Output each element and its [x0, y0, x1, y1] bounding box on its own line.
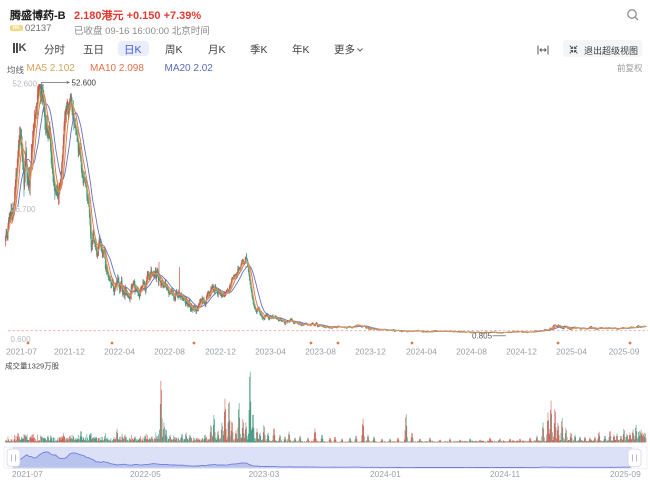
svg-text:2021-12: 2021-12: [54, 347, 85, 357]
svg-text:2021-07: 2021-07: [12, 469, 43, 479]
svg-text:2023-03: 2023-03: [249, 469, 280, 479]
svg-text:52.600: 52.600: [72, 78, 97, 87]
svg-text:成交量1329万股: 成交量1329万股: [5, 361, 60, 371]
svg-text:2024-08: 2024-08: [456, 347, 487, 357]
svg-text:2025-04: 2025-04: [556, 347, 587, 357]
svg-text:2024-01: 2024-01: [370, 469, 401, 479]
svg-text:2023-08: 2023-08: [305, 347, 336, 357]
svg-text:2023-12: 2023-12: [355, 347, 386, 357]
svg-text:2023-04: 2023-04: [255, 347, 286, 357]
svg-text:0.805: 0.805: [472, 332, 493, 341]
svg-text:2024-04: 2024-04: [406, 347, 437, 357]
svg-text:26.700: 26.700: [11, 205, 36, 214]
svg-text:2022-08: 2022-08: [154, 347, 185, 357]
svg-text:2021-07: 2021-07: [6, 347, 37, 357]
svg-text:2025-09: 2025-09: [609, 347, 640, 357]
svg-text:2025-09: 2025-09: [610, 469, 641, 479]
svg-text:2022-12: 2022-12: [205, 347, 236, 357]
svg-text:2022-05: 2022-05: [130, 469, 161, 479]
svg-text:2022-04: 2022-04: [104, 347, 135, 357]
svg-text:0.600: 0.600: [11, 335, 32, 344]
svg-text:2024-11: 2024-11: [490, 469, 520, 479]
svg-text:52.600: 52.600: [13, 80, 38, 89]
svg-text:2024-12: 2024-12: [506, 347, 537, 357]
